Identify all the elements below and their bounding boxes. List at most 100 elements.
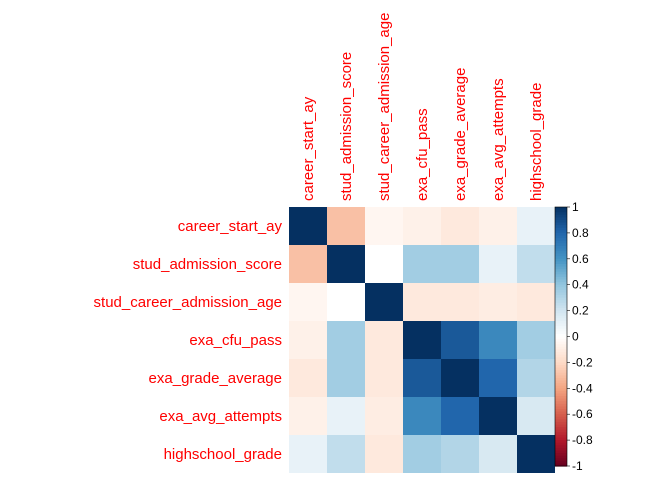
colorbar-segment xyxy=(555,352,567,356)
colorbar-segment xyxy=(555,419,567,423)
heatmap-cell-stud_admission_score-exa_avg_attempts xyxy=(479,245,517,283)
colorbar-segment xyxy=(555,377,567,382)
colorbar-tick-label: -0.8 xyxy=(572,433,593,447)
colorbar-tick-label: 0.6 xyxy=(572,252,589,266)
heatmap-cell-exa_avg_attempts-exa_cfu_pass xyxy=(403,397,441,435)
heatmap-cell-stud_career_admission_age-stud_career_admission_age xyxy=(365,283,403,321)
heatmap-cell-exa_grade_average-exa_avg_attempts xyxy=(479,359,517,397)
heatmap-cell-exa_avg_attempts-stud_career_admission_age xyxy=(365,397,403,435)
colorbar-segment xyxy=(555,349,567,353)
column-label-exa_cfu_pass: exa_cfu_pass xyxy=(414,108,431,201)
colorbar-segment xyxy=(555,235,567,239)
colorbar-segment xyxy=(555,341,567,345)
colorbar-segment xyxy=(555,354,567,358)
colorbar-segment xyxy=(555,339,567,343)
colorbar-segment xyxy=(555,336,567,340)
heatmap-cell-career_start_ay-stud_career_admission_age xyxy=(365,207,403,245)
colorbar-segment xyxy=(555,305,567,309)
colorbar-segment xyxy=(555,274,567,278)
heatmap-cell-highschool_grade-stud_career_admission_age xyxy=(365,435,403,473)
colorbar-segment xyxy=(555,388,567,392)
heatmap-cell-exa_cfu_pass-exa_avg_attempts xyxy=(479,321,517,359)
heatmap-cell-career_start_ay-exa_avg_attempts xyxy=(479,207,517,245)
heatmap-cell-exa_cfu_pass-stud_admission_score xyxy=(327,321,365,359)
colorbar-segment xyxy=(555,326,567,330)
row-label-exa_avg_attempts: exa_avg_attempts xyxy=(159,408,282,425)
heatmap-cell-exa_avg_attempts-exa_avg_attempts xyxy=(479,397,517,435)
heatmap-cell-career_start_ay-exa_cfu_pass xyxy=(403,207,441,245)
colorbar-segment xyxy=(555,251,567,255)
heatmap-cell-exa_avg_attempts-exa_grade_average xyxy=(441,397,479,435)
heatmap-cells xyxy=(289,207,555,473)
heatmap-cell-exa_avg_attempts-stud_admission_score xyxy=(327,397,365,435)
colorbar-segment xyxy=(555,279,567,283)
heatmap-cell-career_start_ay-highschool_grade xyxy=(517,207,555,245)
colorbar-segment xyxy=(555,414,567,418)
heatmap-cell-exa_cfu_pass-exa_cfu_pass xyxy=(403,321,441,359)
colorbar-segment xyxy=(555,302,567,307)
row-label-exa_cfu_pass: exa_cfu_pass xyxy=(189,332,282,349)
colorbar-segment xyxy=(555,217,567,221)
colorbar-tick-label: 0.8 xyxy=(572,226,589,240)
colorbar-segment xyxy=(555,346,567,351)
colorbar-segment xyxy=(555,292,567,296)
colorbar-tick-label: 1 xyxy=(572,200,579,214)
row-label-stud_career_admission_age: stud_career_admission_age xyxy=(94,294,282,311)
colorbar-segment xyxy=(555,227,567,231)
colorbar-segment xyxy=(555,424,567,428)
heatmap-cell-exa_avg_attempts-highschool_grade xyxy=(517,397,555,435)
heatmap-cell-exa_avg_attempts-career_start_ay xyxy=(289,397,327,435)
colorbar: -1 -0.8 -0.6 -0.4 -0.2 0 0.2 0.4 0.6 0.8 1 xyxy=(554,200,593,473)
colorbar-segment xyxy=(555,209,567,213)
colorbar-segment xyxy=(555,421,567,426)
colorbar-segment xyxy=(555,383,567,387)
colorbar-tick-label: 0.4 xyxy=(572,278,589,292)
heatmap-cell-highschool_grade-stud_admission_score xyxy=(327,435,365,473)
heatmap-cell-highschool_grade-exa_grade_average xyxy=(441,435,479,473)
colorbar-segment xyxy=(555,315,567,319)
colorbar-segment xyxy=(555,463,567,467)
colorbar-segment xyxy=(555,230,567,234)
column-label-highschool_grade: highschool_grade xyxy=(528,83,545,201)
colorbar-segment xyxy=(555,276,567,281)
row-label-highschool_grade: highschool_grade xyxy=(164,446,282,463)
colorbar-segment xyxy=(555,364,567,369)
colorbar-segment xyxy=(555,261,567,265)
colorbar-segment xyxy=(555,212,567,216)
colorbar-segment xyxy=(555,318,567,322)
heatmap-cell-stud_admission_score-stud_career_admission_age xyxy=(365,245,403,283)
colorbar-segment xyxy=(555,398,567,402)
heatmap-cell-exa_grade_average-career_start_ay xyxy=(289,359,327,397)
colorbar-segment xyxy=(555,323,567,327)
colorbar-segment xyxy=(555,287,567,291)
colorbar-segment xyxy=(555,385,567,389)
colorbar-segment xyxy=(555,300,567,304)
colorbar-segment xyxy=(555,284,567,288)
colorbar-segment xyxy=(555,359,567,363)
colorbar-segment xyxy=(555,390,567,395)
heatmap-cell-exa_grade_average-exa_grade_average xyxy=(441,359,479,397)
colorbar-segment xyxy=(555,333,567,338)
colorbar-segment xyxy=(555,320,567,325)
heatmap-cell-exa_cfu_pass-career_start_ay xyxy=(289,321,327,359)
heatmap-cell-highschool_grade-exa_cfu_pass xyxy=(403,435,441,473)
heatmap-cell-stud_career_admission_age-stud_admission_score xyxy=(327,283,365,321)
colorbar-segment xyxy=(555,372,567,376)
colorbar-segment xyxy=(555,411,567,415)
heatmap-cell-exa_cfu_pass-highschool_grade xyxy=(517,321,555,359)
colorbar-segment xyxy=(555,453,567,457)
colorbar-segment xyxy=(555,460,567,465)
colorbar-segment xyxy=(555,225,567,229)
colorbar-tick-label: -0.4 xyxy=(572,381,593,395)
colorbar-segment xyxy=(555,238,567,242)
heatmap-cell-exa_grade_average-stud_career_admission_age xyxy=(365,359,403,397)
heatmap-cell-career_start_ay-stud_admission_score xyxy=(327,207,365,245)
colorbar-segment xyxy=(555,248,567,252)
colorbar-segment xyxy=(555,396,567,400)
heatmap-cell-career_start_ay-career_start_ay xyxy=(289,207,327,245)
colorbar-segment xyxy=(555,207,567,211)
colorbar-segment xyxy=(555,344,567,348)
colorbar-segment xyxy=(555,445,567,449)
colorbar-segment xyxy=(555,362,567,366)
row-labels: career_start_ay stud_admission_score stud_… xyxy=(94,218,283,463)
